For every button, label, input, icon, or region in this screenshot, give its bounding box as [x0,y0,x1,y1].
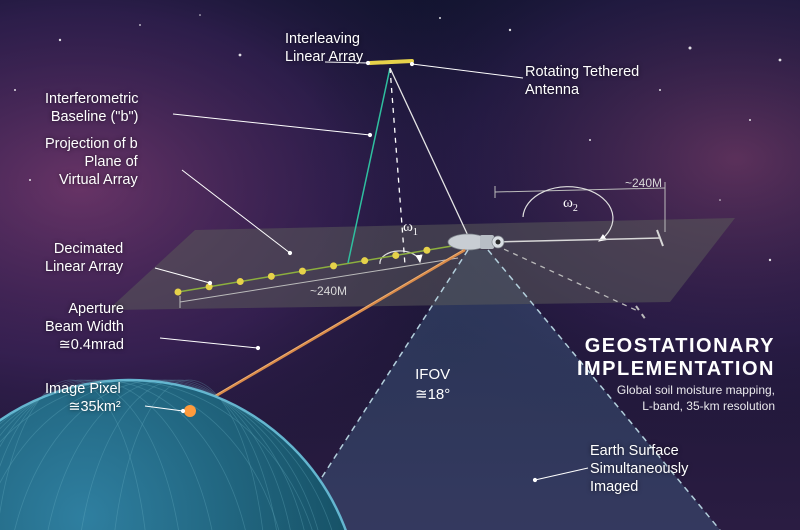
label-decimated: Decimated Linear Array [45,240,123,276]
label-earth_surface: Earth Surface Simultaneously Imaged [590,442,688,496]
satellite-icon [448,234,504,250]
label-image_pixel: Image Pixel ≅35km² [45,380,121,416]
diagram-root: Interleaving Linear Array Rotating Tether… [0,0,800,530]
omega2-label: ω2 [563,195,578,214]
image-pixel-dot [184,405,196,417]
label-rotating: Rotating Tethered Antenna [525,63,639,99]
label-projection: Projection of b Plane of Virtual Array [45,135,138,189]
label-interleaving: Interleaving Linear Array [285,30,363,66]
dim-240-top: ~240M [625,176,662,190]
label-aperture: Aperture Beam Width ≅0.4mrad [45,300,124,354]
omega1-label: ω1 [403,219,418,238]
label-interferometric: Interferometric Baseline ("b") [45,90,138,126]
interleaving-array-bar [370,61,412,63]
title-block: GEOSTATIONARYIMPLEMENTATION Global soil … [505,335,775,414]
ifov-label: IFOV ≅18° [415,365,450,404]
tether-right [390,68,470,240]
dim-240-bottom: ~240M [310,284,347,298]
